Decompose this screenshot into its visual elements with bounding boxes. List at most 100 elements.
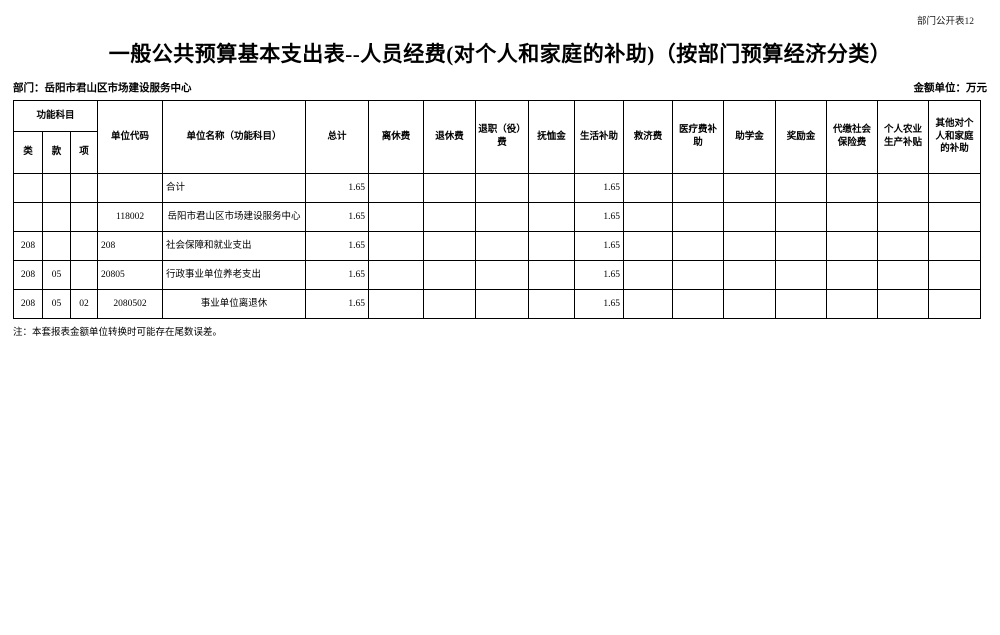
table-cell (928, 202, 982, 232)
table-header: 功能科目 单位代码 单位名称（功能科目） 总计 离休费 退休费 退职（役）费 抚… (12, 100, 982, 174)
page-title: 一般公共预算基本支出表--人员经费(对个人和家庭的补助)（按部门预算经济分类） (108, 42, 892, 66)
header-fuxujin: 抚恤金 (528, 100, 576, 174)
table-cell (672, 231, 725, 261)
header-tuizhifei: 退职（役）费 (475, 100, 530, 174)
table-cell (42, 231, 71, 261)
table-cell (69, 173, 99, 203)
table-cell (623, 231, 674, 261)
table-cell: 1.65 (574, 289, 625, 319)
table-cell (826, 289, 879, 319)
table-cell: 05 (42, 289, 71, 319)
table-cell (69, 202, 99, 232)
table-cell (928, 260, 982, 290)
table-cell (775, 260, 828, 290)
header-zhuxuejin: 助学金 (723, 100, 777, 174)
header-xiang: 项 (69, 131, 99, 174)
table-cell: 事业单位离退休 (162, 289, 307, 319)
header-shenghuobuzhu: 生活补助 (574, 100, 625, 174)
header-yiliaofeibuzhu: 医疗费补助 (672, 100, 725, 174)
table-cell (928, 289, 982, 319)
table-cell (475, 173, 530, 203)
table-cell (877, 173, 930, 203)
header-jianglijin: 奖励金 (775, 100, 828, 174)
table-cell (475, 260, 530, 290)
header-row-top: 功能科目 单位代码 单位名称（功能科目） 总计 离休费 退休费 退职（役）费 抚… (12, 100, 982, 174)
table-cell: 1.65 (305, 260, 370, 290)
header-func-group: 功能科目 (12, 100, 99, 132)
table-cell (423, 289, 477, 319)
corner-table-number: 部门公开表12 (916, 17, 974, 27)
table-cell (423, 173, 477, 203)
table-cell (42, 173, 71, 203)
table-cell (368, 231, 425, 261)
table-row: 208 05 20805 行政事业单位养老支出 1.65 1.65 (13, 260, 982, 290)
table-cell: 1.65 (574, 231, 625, 261)
header-qita: 其他对个人和家庭的补助 (928, 100, 982, 174)
table-cell (723, 289, 777, 319)
table-cell (723, 260, 777, 290)
header-unit-name: 单位名称（功能科目） (162, 100, 307, 174)
table-cell (528, 289, 576, 319)
table-cell: 05 (42, 260, 71, 290)
table-cell (826, 202, 879, 232)
table-cell: 208 (13, 231, 43, 261)
table-cell (672, 173, 725, 203)
table-cell: 208 (13, 260, 43, 290)
header-lixiufei: 离休费 (368, 100, 425, 174)
table-cell (423, 231, 477, 261)
table-cell: 208 (97, 231, 164, 261)
table-cell (775, 173, 828, 203)
table-cell (775, 231, 828, 261)
table-cell: 行政事业单位养老支出 (162, 260, 307, 290)
table-cell (877, 231, 930, 261)
table-row: 118002 岳阳市君山区市场建设服务中心 1.65 1.65 (13, 202, 982, 232)
amount-unit-label: 金额单位：万元 (913, 83, 988, 94)
table-cell (826, 173, 879, 203)
table-cell: 1.65 (305, 231, 370, 261)
header-lei: 类 (13, 131, 43, 174)
table-cell: 1.65 (305, 173, 370, 203)
table-cell (623, 260, 674, 290)
footnote: 注：本套报表金额单位转换时可能存在尾数误差。 (13, 328, 223, 338)
table-cell (368, 289, 425, 319)
table-cell (475, 231, 530, 261)
table-cell: 1.65 (574, 173, 625, 203)
header-nongyebutie: 个人农业生产补贴 (877, 100, 930, 174)
table-cell: 岳阳市君山区市场建设服务中心 (162, 202, 307, 232)
header-row-sub: 类 款 项 (13, 131, 981, 174)
table-cell: 02 (69, 289, 99, 319)
table-cell (877, 260, 930, 290)
table-cell (877, 202, 930, 232)
table-cell (13, 173, 43, 203)
table-cell (672, 289, 725, 319)
table-cell (13, 202, 43, 232)
table-cell (775, 289, 828, 319)
table-cell (528, 231, 576, 261)
table-cell (423, 202, 477, 232)
table-row: 合计 1.65 1.65 (13, 173, 982, 203)
table-cell (775, 202, 828, 232)
table-cell (368, 260, 425, 290)
table-cell: 1.65 (574, 260, 625, 290)
header-total: 总计 (305, 100, 370, 174)
table-cell (928, 173, 982, 203)
table-cell: 20805 (97, 260, 164, 290)
header-unit-code: 单位代码 (97, 100, 164, 174)
table-cell (528, 260, 576, 290)
table-cell (723, 231, 777, 261)
table-cell (368, 202, 425, 232)
table-cell: 2080502 (97, 289, 164, 319)
table-cell (69, 231, 99, 261)
table-cell: 合计 (162, 173, 307, 203)
table-cell (423, 260, 477, 290)
table-cell (97, 173, 164, 203)
table-row: 208 05 02 2080502 事业单位离退休 1.65 1.65 (13, 289, 982, 319)
table-body: 合计 1.65 1.65 118002 岳阳市君山区市场建设服务中心 1.65 1.65 20… (13, 173, 982, 319)
table-cell (42, 202, 71, 232)
header-daijiaoshebao: 代缴社会保险费 (826, 100, 879, 174)
table-row: 208 208 社会保障和就业支出 1.65 1.65 (13, 231, 982, 261)
table-cell (826, 231, 879, 261)
header-tuixiufei: 退休费 (423, 100, 477, 174)
table-cell (528, 173, 576, 203)
